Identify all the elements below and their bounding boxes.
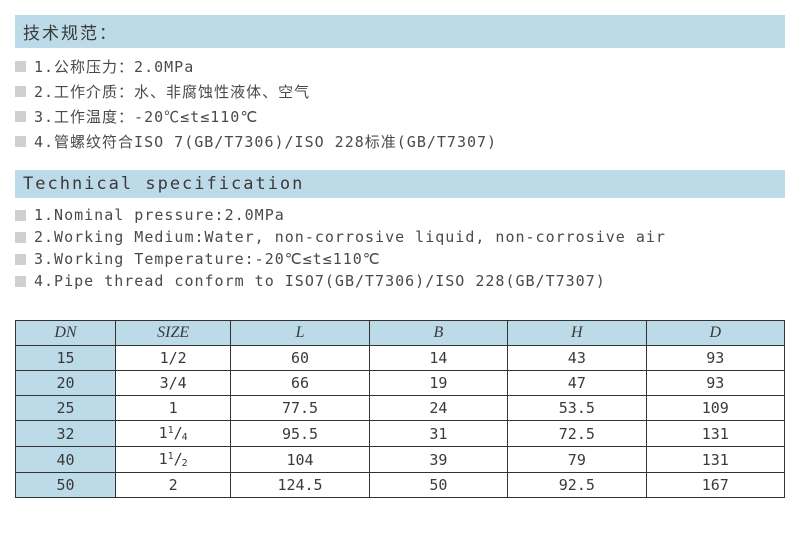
col-header-d: D xyxy=(646,321,784,346)
cell-l: 66 xyxy=(231,371,369,396)
spec-text: 3.Working Temperature:-20℃≤t≤110℃ xyxy=(34,250,381,268)
cell-dn: 25 xyxy=(16,396,116,421)
bullet-icon xyxy=(15,276,26,287)
table-body: 151/260144393203/46619479325177.52453.51… xyxy=(16,346,785,498)
bullet-icon xyxy=(15,61,26,72)
cell-l: 124.5 xyxy=(231,473,369,498)
table-row: 502124.55092.5167 xyxy=(16,473,785,498)
spec-text: 4.管螺纹符合ISO 7(GB/T7306)/ISO 228标准(GB/T730… xyxy=(34,131,497,152)
table-row: 25177.52453.5109 xyxy=(16,396,785,421)
cell-l: 95.5 xyxy=(231,421,369,447)
cell-size: 1/2 xyxy=(115,346,230,371)
table-row: 3211/495.53172.5131 xyxy=(16,421,785,447)
cell-dn: 50 xyxy=(16,473,116,498)
cell-h: 47 xyxy=(508,371,646,396)
cell-size: 11/2 xyxy=(115,447,230,473)
spec-list-cn: 1.公称压力：2.0MPa 2.工作介质：水、非腐蚀性液体、空气 3.工作温度：… xyxy=(15,56,785,152)
cell-size: 11/4 xyxy=(115,421,230,447)
cell-b: 39 xyxy=(369,447,507,473)
cell-size: 1 xyxy=(115,396,230,421)
table-head: DN SIZE L B H D xyxy=(16,321,785,346)
cell-d: 131 xyxy=(646,421,784,447)
dimensions-table: DN SIZE L B H D 151/260144393203/4661947… xyxy=(15,320,785,498)
bullet-icon xyxy=(15,136,26,147)
cell-h: 43 xyxy=(508,346,646,371)
cell-b: 50 xyxy=(369,473,507,498)
spec-text: 1.Nominal pressure:2.0MPa xyxy=(34,206,285,224)
section-header-en: Technical specification xyxy=(15,170,785,198)
spec-text: 4.Pipe thread conform to ISO7(GB/T7306)/… xyxy=(34,272,606,290)
spec-text: 3.工作温度：-20℃≤t≤110℃ xyxy=(34,106,258,127)
cell-b: 19 xyxy=(369,371,507,396)
cell-d: 93 xyxy=(646,371,784,396)
col-header-dn: DN xyxy=(16,321,116,346)
spec-item: 4.管螺纹符合ISO 7(GB/T7306)/ISO 228标准(GB/T730… xyxy=(15,131,785,152)
spec-item: 1.Nominal pressure:2.0MPa xyxy=(15,206,785,224)
cell-dn: 15 xyxy=(16,346,116,371)
cell-l: 104 xyxy=(231,447,369,473)
spec-item: 1.公称压力：2.0MPa xyxy=(15,56,785,77)
cell-b: 31 xyxy=(369,421,507,447)
col-header-l: L xyxy=(231,321,369,346)
cell-dn: 40 xyxy=(16,447,116,473)
spec-item: 2.工作介质：水、非腐蚀性液体、空气 xyxy=(15,81,785,102)
cell-l: 60 xyxy=(231,346,369,371)
cell-dn: 32 xyxy=(16,421,116,447)
cell-d: 167 xyxy=(646,473,784,498)
cell-h: 53.5 xyxy=(508,396,646,421)
col-header-size: SIZE xyxy=(115,321,230,346)
bullet-icon xyxy=(15,210,26,221)
cell-d: 131 xyxy=(646,447,784,473)
spec-item: 4.Pipe thread conform to ISO7(GB/T7306)/… xyxy=(15,272,785,290)
bullet-icon xyxy=(15,232,26,243)
cell-l: 77.5 xyxy=(231,396,369,421)
table-row: 4011/21043979131 xyxy=(16,447,785,473)
spec-item: 2.Working Medium:Water, non-corrosive li… xyxy=(15,228,785,246)
cell-size: 2 xyxy=(115,473,230,498)
section-header-cn: 技术规范： xyxy=(15,15,785,48)
col-header-h: H xyxy=(508,321,646,346)
cell-h: 72.5 xyxy=(508,421,646,447)
cell-b: 14 xyxy=(369,346,507,371)
cell-h: 92.5 xyxy=(508,473,646,498)
spec-text: 1.公称压力：2.0MPa xyxy=(34,56,194,77)
table-row: 151/260144393 xyxy=(16,346,785,371)
col-header-b: B xyxy=(369,321,507,346)
cell-dn: 20 xyxy=(16,371,116,396)
cell-size: 3/4 xyxy=(115,371,230,396)
table-header-row: DN SIZE L B H D xyxy=(16,321,785,346)
spec-item: 3.工作温度：-20℃≤t≤110℃ xyxy=(15,106,785,127)
spec-text: 2.Working Medium:Water, non-corrosive li… xyxy=(34,228,666,246)
table-row: 203/466194793 xyxy=(16,371,785,396)
spec-list-en: 1.Nominal pressure:2.0MPa 2.Working Medi… xyxy=(15,206,785,290)
cell-b: 24 xyxy=(369,396,507,421)
cell-h: 79 xyxy=(508,447,646,473)
cell-d: 109 xyxy=(646,396,784,421)
bullet-icon xyxy=(15,86,26,97)
cell-d: 93 xyxy=(646,346,784,371)
spec-item: 3.Working Temperature:-20℃≤t≤110℃ xyxy=(15,250,785,268)
bullet-icon xyxy=(15,254,26,265)
bullet-icon xyxy=(15,111,26,122)
spec-text: 2.工作介质：水、非腐蚀性液体、空气 xyxy=(34,81,310,102)
